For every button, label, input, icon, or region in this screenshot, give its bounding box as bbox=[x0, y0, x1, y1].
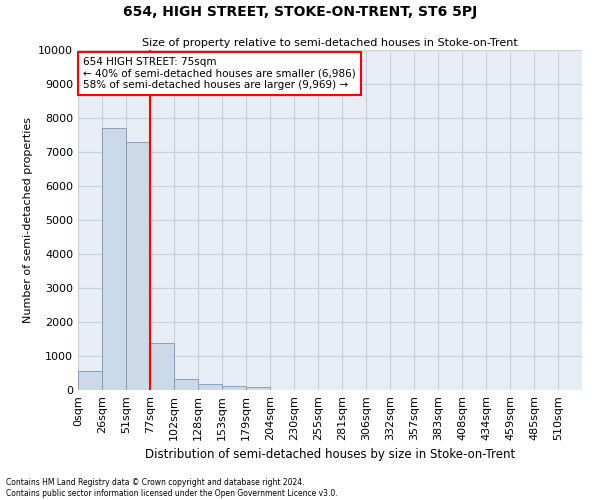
Title: Size of property relative to semi-detached houses in Stoke-on-Trent: Size of property relative to semi-detach… bbox=[142, 38, 518, 48]
Bar bbox=[126, 142, 150, 390]
X-axis label: Distribution of semi-detached houses by size in Stoke-on-Trent: Distribution of semi-detached houses by … bbox=[145, 448, 515, 461]
Text: 654 HIGH STREET: 75sqm
← 40% of semi-detached houses are smaller (6,986)
58% of : 654 HIGH STREET: 75sqm ← 40% of semi-det… bbox=[83, 57, 356, 90]
Text: 654, HIGH STREET, STOKE-ON-TRENT, ST6 5PJ: 654, HIGH STREET, STOKE-ON-TRENT, ST6 5P… bbox=[123, 5, 477, 19]
Bar bbox=[150, 343, 174, 390]
Bar bbox=[222, 386, 246, 390]
Bar bbox=[102, 128, 126, 390]
Bar bbox=[198, 384, 222, 390]
Bar bbox=[78, 372, 102, 390]
Bar bbox=[246, 387, 270, 390]
Bar bbox=[174, 379, 198, 390]
Text: Contains HM Land Registry data © Crown copyright and database right 2024.
Contai: Contains HM Land Registry data © Crown c… bbox=[6, 478, 338, 498]
Y-axis label: Number of semi-detached properties: Number of semi-detached properties bbox=[23, 117, 32, 323]
